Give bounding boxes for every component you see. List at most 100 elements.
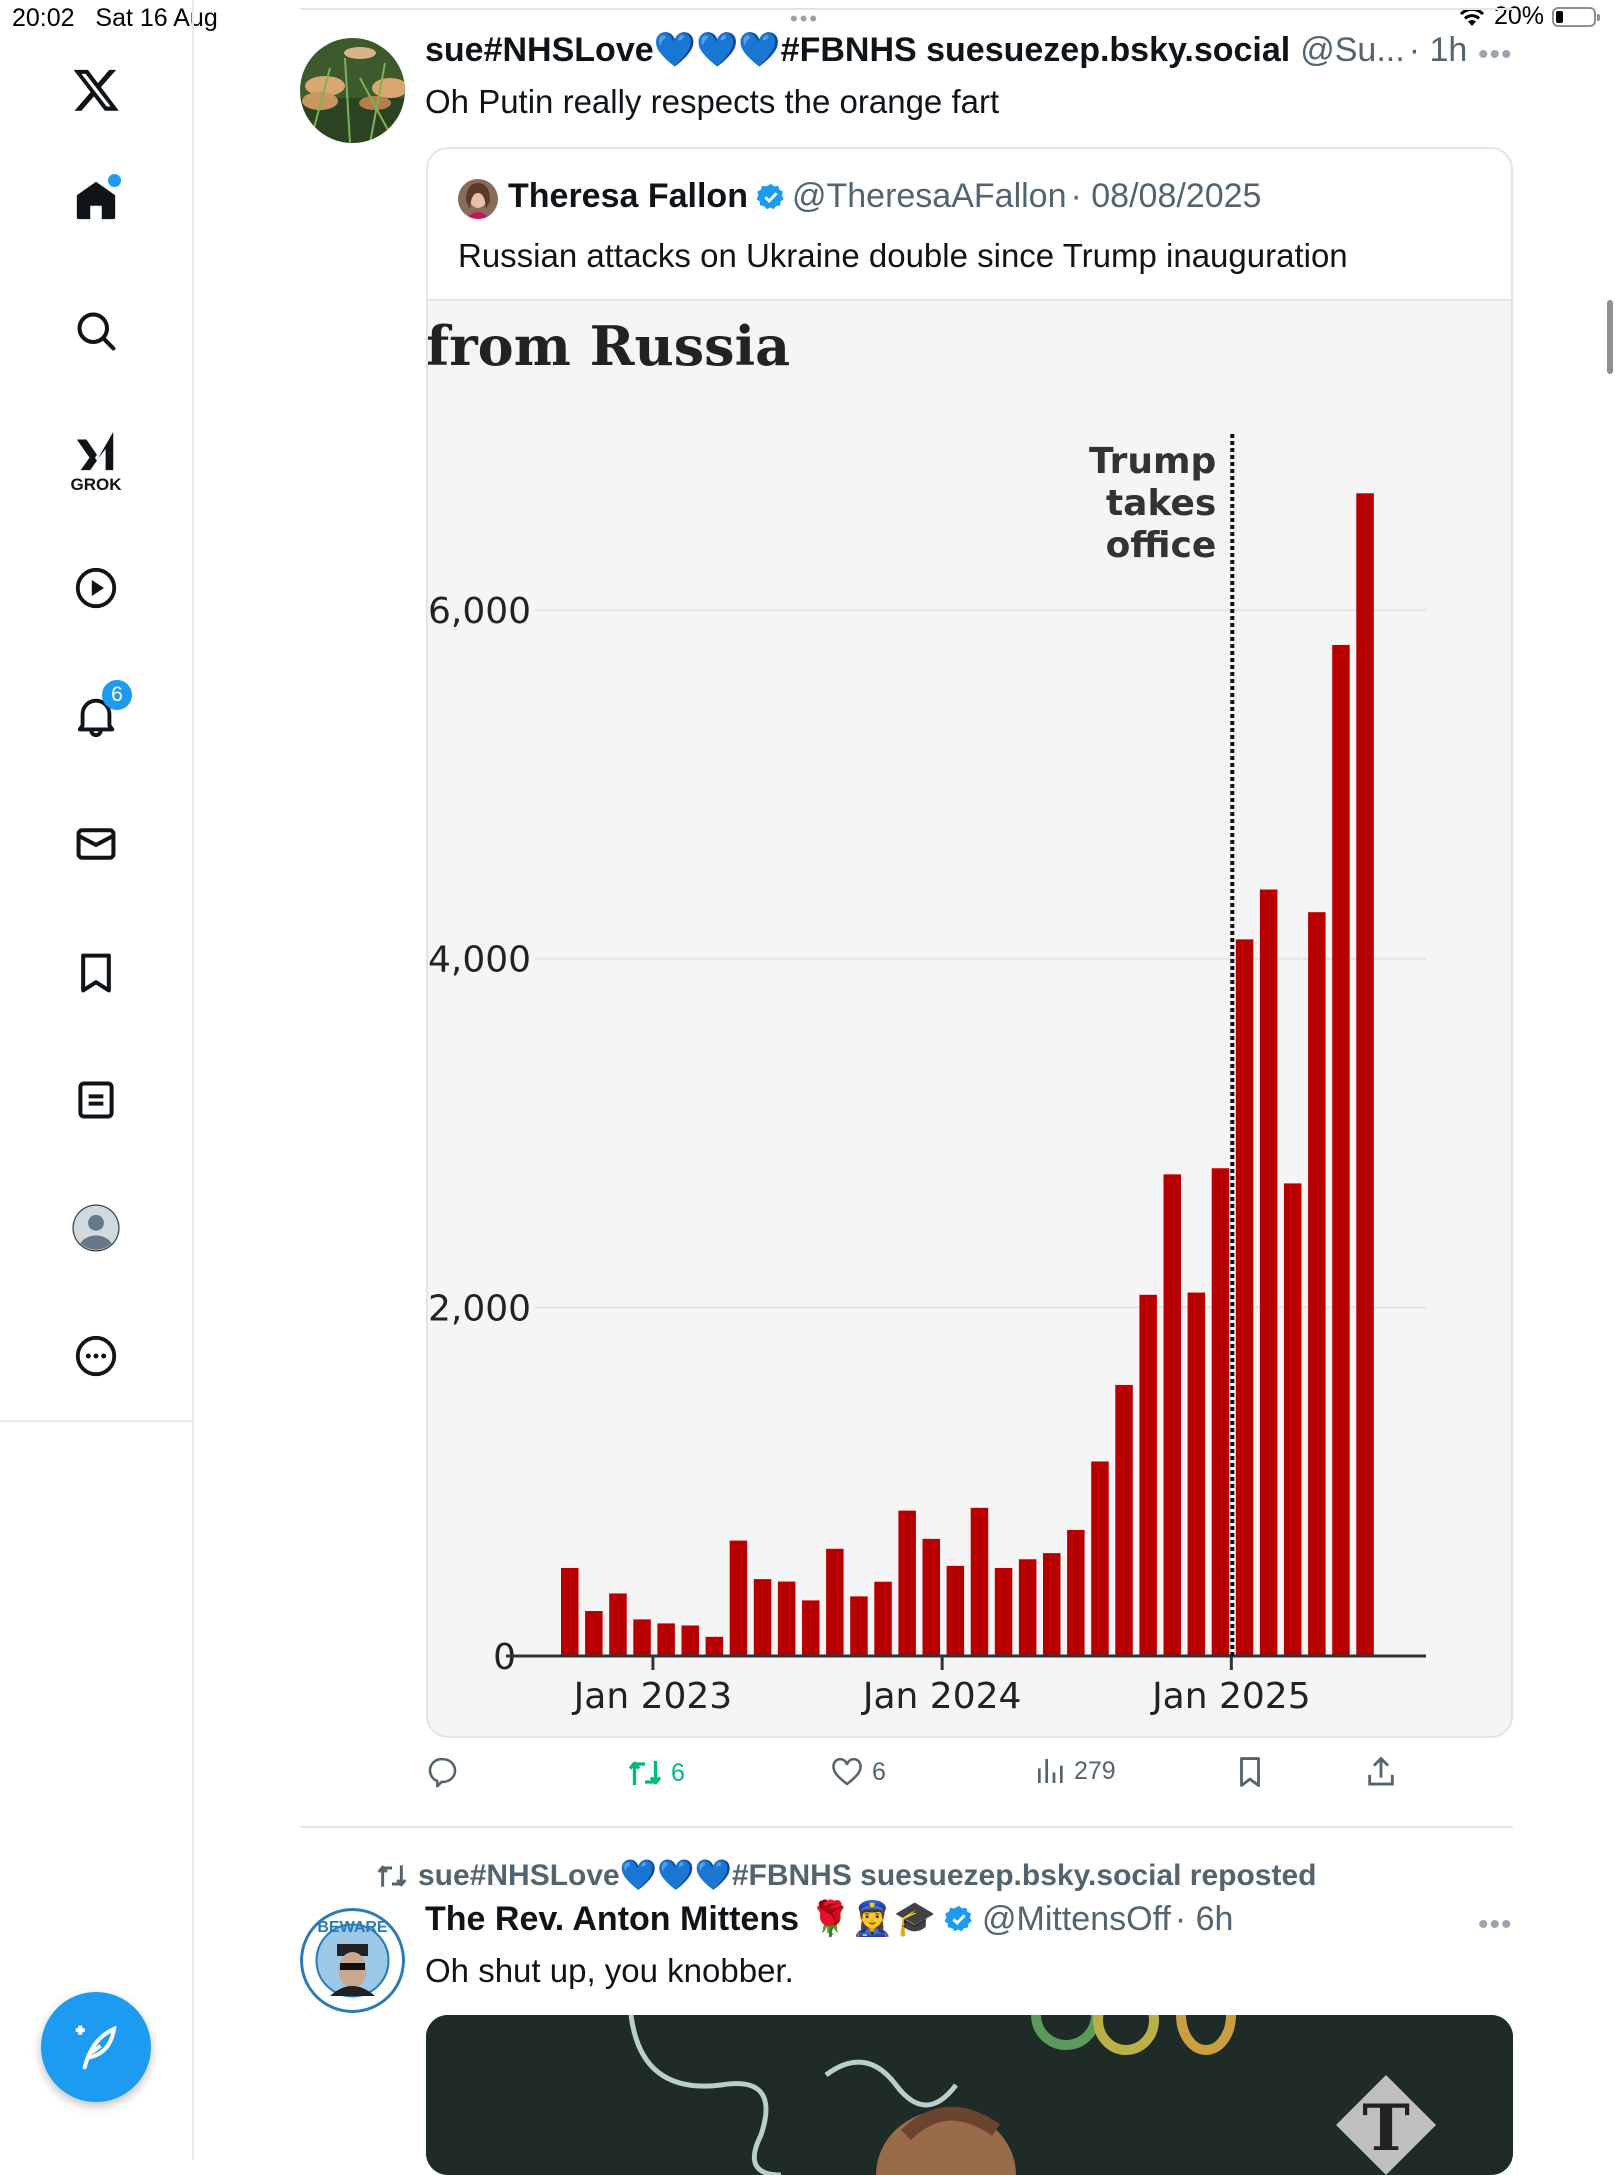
play-icon [75, 567, 117, 609]
bar [1115, 1384, 1133, 1656]
battery-icon [1552, 6, 1600, 27]
tweet2-header: The Rev. Anton Mittens 🌹👮‍♀️🎓 @MittensOf… [425, 1899, 1233, 1939]
tweet1-name-part1: sue#NHSLove [425, 31, 654, 69]
bookmark-icon [81, 953, 111, 993]
annotation-text: office [1106, 525, 1217, 566]
bar [994, 1567, 1013, 1656]
bar [946, 1565, 965, 1656]
tweet1-author-name[interactable]: sue#NHSLove💙💙💙#FBNHS suesuezep.bsky.soci… [425, 30, 1290, 70]
bar [1091, 1461, 1109, 1656]
repost-icon [377, 1864, 407, 1887]
tweet2-author-name[interactable]: The Rev. Anton Mittens [425, 1900, 799, 1938]
verified-badge-icon [944, 1905, 972, 1932]
bar [1043, 1553, 1061, 1656]
more-circle-icon [75, 1335, 117, 1377]
sidebar-item-notifications[interactable]: 6 [66, 680, 132, 746]
status-time: 20:02 Sat 16 Aug [12, 4, 218, 33]
sidebar-item-more[interactable] [66, 1326, 126, 1386]
tweet2-more-button[interactable]: ••• [1478, 1908, 1513, 1941]
sidebar-item-messages[interactable] [66, 814, 126, 874]
bookmark-button[interactable] [1233, 1755, 1267, 1789]
media-watermark: T [1362, 2091, 1410, 2166]
tweet2-media-image[interactable]: T [426, 2015, 1513, 2175]
bar [1235, 939, 1254, 1656]
y-tick-label: 6,000 [428, 591, 531, 632]
chart-title: from Russia [428, 314, 790, 378]
y-tick-label: 4,000 [428, 940, 531, 981]
sidebar-item-explore[interactable] [66, 301, 126, 361]
tweet2-handle[interactable]: @MittensOff [982, 1900, 1171, 1938]
compose-feather-icon [75, 2025, 117, 2070]
sidebar-item-videos[interactable] [66, 558, 126, 618]
tweet1-handle[interactable]: @Su... [1300, 31, 1405, 69]
bar [633, 1619, 651, 1656]
bar [970, 1507, 989, 1656]
quote-author-handle: @TheresaAFallon [791, 177, 1067, 215]
bar [681, 1625, 699, 1656]
quote-author-avatar [458, 179, 498, 219]
sidebar-bottom-divider [0, 1420, 192, 1422]
tweet1-time[interactable]: · 1h [1408, 31, 1468, 69]
scrollbar[interactable] [1607, 300, 1613, 374]
bookmark-outline-icon [1240, 1757, 1260, 1787]
bar [1211, 1168, 1230, 1656]
reply-button[interactable] [426, 1755, 460, 1789]
bar [898, 1510, 916, 1656]
heart-emojis: 💙💙💙 [653, 31, 781, 69]
tweet2-time[interactable]: · 6h [1174, 1900, 1234, 1938]
like-button[interactable]: 6 [830, 1755, 886, 1789]
grok-icon [76, 431, 114, 470]
retweet-count: 6 [671, 1758, 685, 1787]
multitasking-dots[interactable]: ••• [790, 6, 820, 31]
bar [826, 1548, 844, 1656]
x-logo-icon[interactable] [66, 60, 126, 120]
battery-percent: 20% [1493, 2, 1544, 30]
quote-date: · 08/08/2025 [1070, 177, 1262, 215]
heart-icon [832, 1757, 862, 1786]
status-clock: 20:02 [12, 4, 75, 32]
share-icon [1368, 1756, 1394, 1786]
tweet2-emojis: 🌹👮‍♀️🎓 [809, 1900, 937, 1938]
bar [850, 1596, 868, 1656]
bar [1284, 1183, 1302, 1656]
grok-label: GROK [70, 474, 122, 494]
sidebar-item-bookmarks[interactable] [66, 943, 126, 1003]
share-button[interactable] [1364, 1755, 1398, 1789]
quote-author-name: Theresa Fallon [508, 177, 748, 215]
x-tick-label: Jan 2025 [1150, 1676, 1311, 1717]
bar [729, 1540, 748, 1656]
tweet2-avatar[interactable]: BEWARE [300, 1908, 405, 2013]
x-tick-label: Jan 2023 [572, 1676, 733, 1717]
retweet-icon [628, 1761, 662, 1785]
sidebar-item-home[interactable] [66, 170, 126, 230]
bar [1187, 1292, 1206, 1656]
tweet1-header: sue#NHSLove💙💙💙#FBNHS suesuezep.bsky.soci… [425, 30, 1467, 70]
sidebar-item-lists[interactable] [66, 1070, 126, 1130]
views-chart-icon [1038, 1759, 1063, 1783]
sidebar-item-profile[interactable] [66, 1198, 126, 1258]
tweet1-more-button[interactable]: ••• [1478, 38, 1513, 71]
bar [802, 1600, 820, 1656]
bar [609, 1593, 627, 1656]
repost-name-part1: sue#NHSLove [418, 1859, 620, 1892]
quote-header: Theresa Fallon @TheresaAFallon · 08/08/2… [508, 177, 1261, 216]
bar [705, 1636, 724, 1656]
tweet1-avatar[interactable] [300, 38, 405, 143]
sidebar-item-grok[interactable]: GROK [66, 425, 126, 497]
retweet-button[interactable]: 6 [627, 1755, 685, 1791]
compose-button[interactable] [41, 1992, 151, 2102]
battery-level [1556, 10, 1564, 23]
bar [657, 1623, 675, 1656]
quoted-tweet-card[interactable]: Theresa Fallon @TheresaAFallon · 08/08/2… [426, 147, 1513, 1738]
verified-badge-icon [756, 183, 784, 209]
tweet2-text: Oh shut up, you knobber. [425, 1952, 794, 1989]
mail-icon [76, 828, 116, 860]
home-icon [76, 181, 116, 220]
bar [585, 1611, 603, 1656]
bar [922, 1538, 940, 1656]
feed-top-divider [300, 8, 1513, 10]
chart-image[interactable]: 0 2,000 4,000 6,000 Jan 2023 Jan 2024 Jan 2025… [428, 299, 1511, 1736]
views-button[interactable]: 279 [1034, 1755, 1116, 1787]
repost-indicator[interactable]: sue#NHSLove💙💙💙#FBNHS suesuezep.bsky.soci… [376, 1858, 1316, 1893]
bar [561, 1567, 579, 1656]
